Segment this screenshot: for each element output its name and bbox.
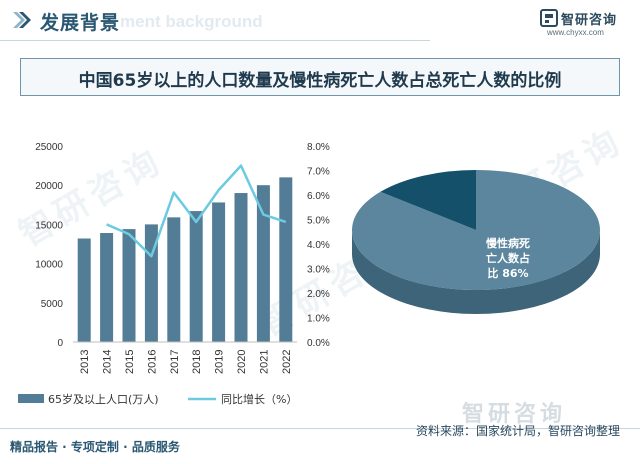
footer-slogan: 精品报告 · 专项定制 · 品质服务 <box>10 440 180 454</box>
legend-bar-swatch <box>18 394 44 403</box>
pie-data-label: 比 86% <box>487 266 528 280</box>
double-chevron-icon <box>13 12 31 28</box>
y-right-tick-label: 0.0% <box>307 338 330 349</box>
page-header: ment background 发展背景 智研咨询 www.chyxx.com <box>0 0 640 44</box>
x-tick-label: 2018 <box>191 350 203 374</box>
bar <box>234 193 248 342</box>
y-right-tick-label: 5.0% <box>307 216 330 227</box>
population-combo-chart: 0 5000 10000 15000 20000 25000 0.0% 1.0% 2.0% 3.0… <box>18 142 330 406</box>
pie-slice-other <box>380 170 476 230</box>
chart-title: 中国65岁以上的人口数量及慢性病死亡人数占总死亡人数的比例 <box>78 71 562 91</box>
footer-divider <box>0 428 640 429</box>
y-right-tick-label: 7.0% <box>307 167 330 178</box>
y-left-tick-label: 0 <box>57 338 63 349</box>
y-left-tick-label: 25000 <box>35 142 63 153</box>
y-right-tick-label: 1.0% <box>307 314 330 325</box>
y-right-tick-label: 8.0% <box>307 142 330 153</box>
x-tick-label: 2017 <box>169 350 181 374</box>
bar <box>77 238 91 342</box>
y-right-tick-label: 2.0% <box>307 289 330 300</box>
x-tick-label: 2016 <box>146 350 158 374</box>
header-divider <box>0 40 430 41</box>
bar <box>100 233 114 342</box>
x-tick-label: 2021 <box>258 350 270 374</box>
data-source: 资料来源：国家统计局，智研咨询整理 <box>416 424 621 438</box>
y-left-tick-label: 15000 <box>35 220 63 231</box>
brand-logo-icon <box>540 9 558 27</box>
x-tick-label: 2022 <box>281 350 293 374</box>
pie-slice-side <box>352 230 600 314</box>
x-tick-label: 2019 <box>214 350 226 374</box>
brand-name: 智研咨询 <box>561 13 618 28</box>
pie-data-label: 亡人数占 <box>486 251 530 265</box>
page-title: 发展背景 <box>40 12 121 34</box>
bar <box>189 211 203 342</box>
y-right-tick-label: 3.0% <box>307 265 330 276</box>
bar <box>167 217 181 342</box>
y-right-tick-label: 4.0% <box>307 240 330 251</box>
x-tick-label: 2015 <box>124 350 136 374</box>
y-left-tick-label: 20000 <box>35 181 63 192</box>
y-left-tick-label: 10000 <box>35 260 63 271</box>
x-tick-label: 2014 <box>102 350 114 374</box>
header-watermark: ment background <box>120 12 263 31</box>
brand-url: www.chyxx.com <box>547 28 604 37</box>
footer-watermark-logo: 智研咨询 <box>462 402 567 427</box>
chart-title-banner: 中国65岁以上的人口数量及慢性病死亡人数占总死亡人数的比例 <box>20 58 620 96</box>
legend-line-label: 同比增长（%） <box>221 392 297 406</box>
y-left-tick-label: 5000 <box>41 299 64 310</box>
pie-data-label: 慢性病死 <box>486 236 530 250</box>
growth-rate-line <box>106 164 287 258</box>
bar <box>122 229 136 342</box>
x-tick-label: 2013 <box>79 350 91 374</box>
bar <box>256 185 270 342</box>
bar <box>279 177 293 342</box>
x-tick-label: 2020 <box>236 350 248 374</box>
legend-bar-label: 65岁及以上人口(万人) <box>48 392 159 406</box>
bar <box>212 202 226 342</box>
brand-logo: 智研咨询 www.chyxx.com <box>540 9 636 39</box>
y-right-tick-label: 6.0% <box>307 191 330 202</box>
